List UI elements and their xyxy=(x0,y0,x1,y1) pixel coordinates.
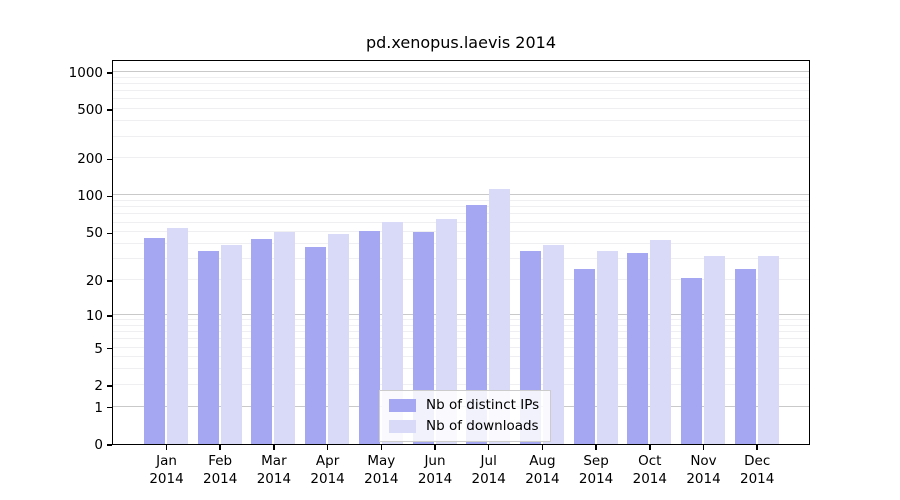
bar-feb-distinct-ips xyxy=(197,251,219,444)
bar-dec-downloads xyxy=(757,255,779,444)
bar-nov-downloads xyxy=(704,255,725,444)
x-tick-label: Dec 2014 xyxy=(740,453,775,487)
x-tick-label: Feb 2014 xyxy=(203,453,238,487)
bar-oct-downloads xyxy=(650,240,672,444)
bar-sep-downloads xyxy=(596,251,618,444)
bar-jul-distinct-ips xyxy=(466,204,488,444)
y-tick-label: 500 xyxy=(77,102,103,119)
x-tick-label: Aug 2014 xyxy=(525,453,560,487)
x-tick-label: Sep 2014 xyxy=(578,453,614,487)
grid-major-line xyxy=(113,313,809,315)
y-tick-label: 1000 xyxy=(68,64,103,81)
bar-apr-distinct-ips xyxy=(305,246,327,444)
x-tick-label: Mar 2014 xyxy=(256,453,292,487)
grid-minor-line xyxy=(113,279,809,281)
grid-minor-line xyxy=(113,98,809,100)
bar-may-distinct-ips xyxy=(358,231,380,444)
x-tick-label: Jul 2014 xyxy=(471,453,506,487)
grid-minor-line xyxy=(113,243,809,245)
grid-minor-line xyxy=(113,324,809,326)
grid-minor-line xyxy=(113,135,809,137)
y-tick-label: 200 xyxy=(77,151,103,168)
x-tick-label: Nov 2014 xyxy=(686,453,721,487)
y-tick-label: 20 xyxy=(85,273,103,290)
grid-minor-line xyxy=(113,383,809,385)
grid-minor-line xyxy=(113,331,809,333)
gridlines xyxy=(113,61,809,444)
y-tick-label: 10 xyxy=(85,307,103,324)
legend-label-distinct-ips: Nb of distinct IPs xyxy=(426,397,540,413)
bar-dec-distinct-ips xyxy=(734,268,756,444)
legend: Nb of distinct IPs Nb of downloads xyxy=(379,390,552,442)
grid-minor-line xyxy=(113,213,809,215)
y-tick-label: 2 xyxy=(94,377,103,394)
bar-mar-downloads xyxy=(274,232,296,444)
grid-minor-line xyxy=(113,120,809,122)
grid-minor-line xyxy=(113,338,809,340)
legend-item-downloads: Nb of downloads xyxy=(389,418,539,434)
x-tick xyxy=(165,445,168,450)
bar-may-downloads xyxy=(381,221,403,444)
grid-major-line xyxy=(113,70,809,72)
grid-minor-line xyxy=(113,231,809,233)
x-tick xyxy=(326,445,329,450)
y-tick-label: 1 xyxy=(94,399,103,416)
x-tick xyxy=(649,445,651,450)
x-tick-label: Jan 2014 xyxy=(149,453,184,487)
x-tick-label: Oct 2014 xyxy=(632,453,667,487)
bar-jun-downloads xyxy=(435,219,457,444)
y-tick-label: 0 xyxy=(94,437,103,453)
legend-swatch-downloads xyxy=(389,419,416,433)
x-tick xyxy=(595,445,597,450)
bar-mar-distinct-ips xyxy=(251,239,273,444)
x-tick xyxy=(702,445,705,450)
x-tick xyxy=(541,445,544,450)
grid-minor-line xyxy=(113,76,809,78)
y-tick-label: 100 xyxy=(77,188,103,205)
x-tick xyxy=(487,445,490,450)
grid-minor-line xyxy=(113,82,809,84)
x-tick xyxy=(434,445,436,450)
grid-minor-line xyxy=(113,356,809,358)
grid-minor-line xyxy=(113,200,809,202)
bar-jan-distinct-ips xyxy=(144,237,165,444)
grid-minor-line xyxy=(113,221,809,223)
legend-item-distinct-ips: Nb of distinct IPs xyxy=(389,397,539,413)
legend-label-downloads: Nb of downloads xyxy=(426,418,539,434)
x-tick-label: Apr 2014 xyxy=(310,453,345,487)
x-tick xyxy=(756,445,758,450)
x-tick-label: May 2014 xyxy=(364,453,399,487)
grid-minor-line xyxy=(113,346,809,348)
grid-minor-line xyxy=(113,206,809,208)
x-tick-label: Jun 2014 xyxy=(417,453,453,487)
bar-nov-distinct-ips xyxy=(681,277,702,444)
x-tick xyxy=(273,445,275,450)
bar-apr-downloads xyxy=(328,234,350,444)
bar-sep-distinct-ips xyxy=(573,268,595,444)
legend-swatch-distinct-ips xyxy=(389,398,416,412)
grid-minor-line xyxy=(113,319,809,320)
grid-minor-line xyxy=(113,157,809,159)
grid-major-line xyxy=(113,194,809,196)
x-tick xyxy=(219,445,221,450)
y-tick-label: 5 xyxy=(94,340,103,357)
y-tick-label: 50 xyxy=(85,225,103,242)
plot-area: Nb of distinct IPs Nb of downloads xyxy=(112,60,810,445)
grid-minor-line xyxy=(113,368,809,370)
bar-oct-distinct-ips xyxy=(627,252,649,444)
grid-minor-line xyxy=(113,108,809,110)
bar-series xyxy=(113,61,809,444)
bar-jan-downloads xyxy=(167,228,188,444)
bar-feb-downloads xyxy=(220,245,242,444)
grid-minor-line xyxy=(113,90,809,92)
grid-minor-line xyxy=(113,258,809,260)
x-tick xyxy=(380,445,383,450)
chart-title: pd.xenopus.laevis 2014 xyxy=(365,33,556,52)
bar-jul-downloads xyxy=(489,188,511,444)
